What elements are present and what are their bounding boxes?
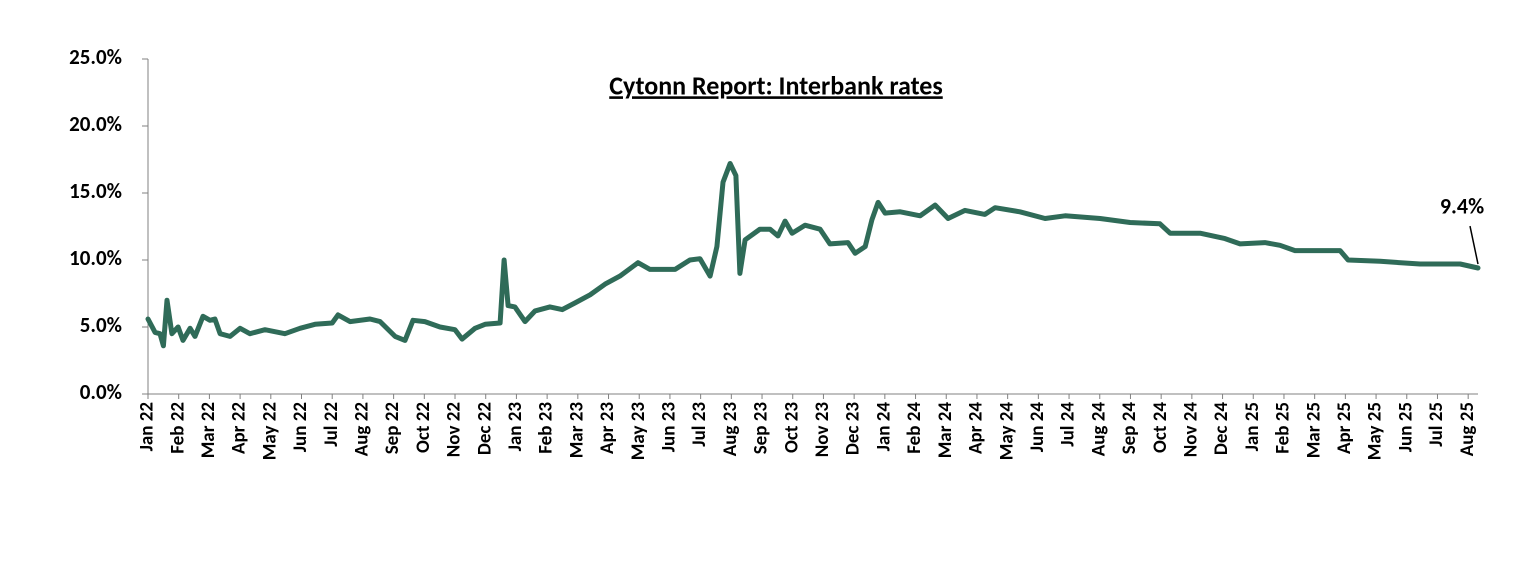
x-tick-label: Sep 24 [1118,402,1141,455]
x-tick-label: Dec 24 [1210,402,1233,455]
x-tick-label: Mar 25 [1302,402,1325,458]
x-tick-label: Aug 24 [1087,402,1110,457]
series-line [145,161,1481,349]
x-tick-label: Apr 23 [596,402,619,454]
x-tick-label: Jan 22 [136,402,159,451]
y-tick-label: 20.0% [69,111,122,137]
x-tick-label: Jul 25 [1425,402,1448,447]
x-tick-label: Nov 23 [811,402,834,458]
x-tick-label: Jul 22 [320,402,343,447]
annotation: 9.4% [1440,192,1484,219]
x-tick-label: Oct 22 [412,402,435,453]
x-tick-label: Feb 23 [535,402,558,454]
x-tick-label: Sep 22 [381,402,404,454]
chart-title: Cytonn Report: Interbank rates [609,69,943,101]
x-tick-label: Jan 23 [504,402,527,452]
y-tick-label: 0.0% [80,379,122,405]
x-tick-label: Feb 25 [1272,402,1295,454]
x-tick-label: May 24 [995,402,1018,461]
x-tick-label: Mar 23 [565,402,588,459]
x-tick-label: Apr 24 [965,402,988,454]
x-tick-label: May 25 [1364,402,1387,460]
x-tick-label: Aug 22 [351,402,374,456]
x-tick-label: Oct 24 [1149,402,1172,453]
x-tick-label: Nov 22 [443,402,466,457]
x-tick-label: Mar 24 [934,402,957,459]
x-tick-label: Sep 23 [750,402,773,455]
x-tick-label: Jul 24 [1057,402,1080,447]
x-tick-label: Dec 23 [842,402,865,455]
x-tick-label: Oct 23 [780,402,803,453]
x-tick-label: Feb 24 [903,402,926,454]
x-tick-label: Aug 25 [1456,402,1479,456]
x-tick-label: Jul 23 [688,402,711,447]
x-tick-label: Nov 24 [1179,402,1202,458]
x-tick-label: Aug 23 [719,402,742,457]
x-tick-label: Apr 22 [228,402,251,454]
x-tick-label: Mar 22 [197,402,220,458]
x-tick-label: May 23 [627,402,650,461]
annotation-leader [1469,225,1479,265]
x-tick-label: Jan 25 [1241,402,1264,451]
x-tick-label: Jun 25 [1394,402,1417,452]
x-tick-label: Jan 24 [872,402,895,452]
x-tick-label: Jun 24 [1026,402,1049,453]
x-tick-label: Jun 23 [658,402,681,453]
y-tick-label: 25.0% [69,44,122,70]
x-tick-label: Apr 25 [1333,402,1356,454]
y-tick-label: 10.0% [69,245,122,271]
x-tick-label: Jun 22 [289,402,312,452]
x-tick-label: Dec 22 [473,402,496,455]
y-tick-label: 15.0% [69,178,122,204]
y-tick-label: 5.0% [80,312,122,338]
x-tick-label: May 22 [258,402,281,460]
x-tick-label: Feb 22 [166,402,189,454]
